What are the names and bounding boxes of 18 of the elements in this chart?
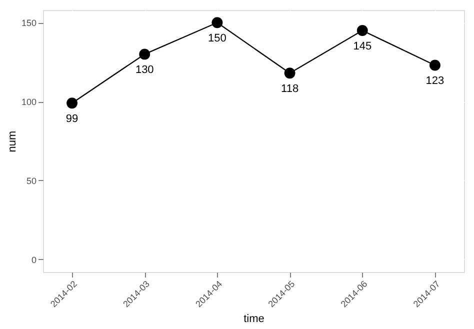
- point: [284, 68, 296, 79]
- y-tick-label: 100: [21, 97, 36, 108]
- y-tick-label: 0: [31, 254, 36, 265]
- y-tick-label: 150: [21, 18, 36, 28]
- y-tick-label: 50: [26, 176, 36, 186]
- point: [429, 60, 440, 71]
- point: [139, 48, 150, 60]
- x-axis-title: time: [244, 313, 264, 326]
- data-label: 130: [135, 64, 154, 76]
- data-label: 123: [426, 75, 444, 88]
- data-label: 150: [208, 32, 226, 45]
- point: [212, 17, 223, 28]
- y-axis-title: num: [6, 130, 18, 152]
- data-label: 99: [66, 113, 78, 126]
- point: [66, 98, 78, 109]
- data-label: 118: [281, 83, 299, 96]
- data-label: 145: [353, 40, 372, 53]
- point: [356, 25, 368, 36]
